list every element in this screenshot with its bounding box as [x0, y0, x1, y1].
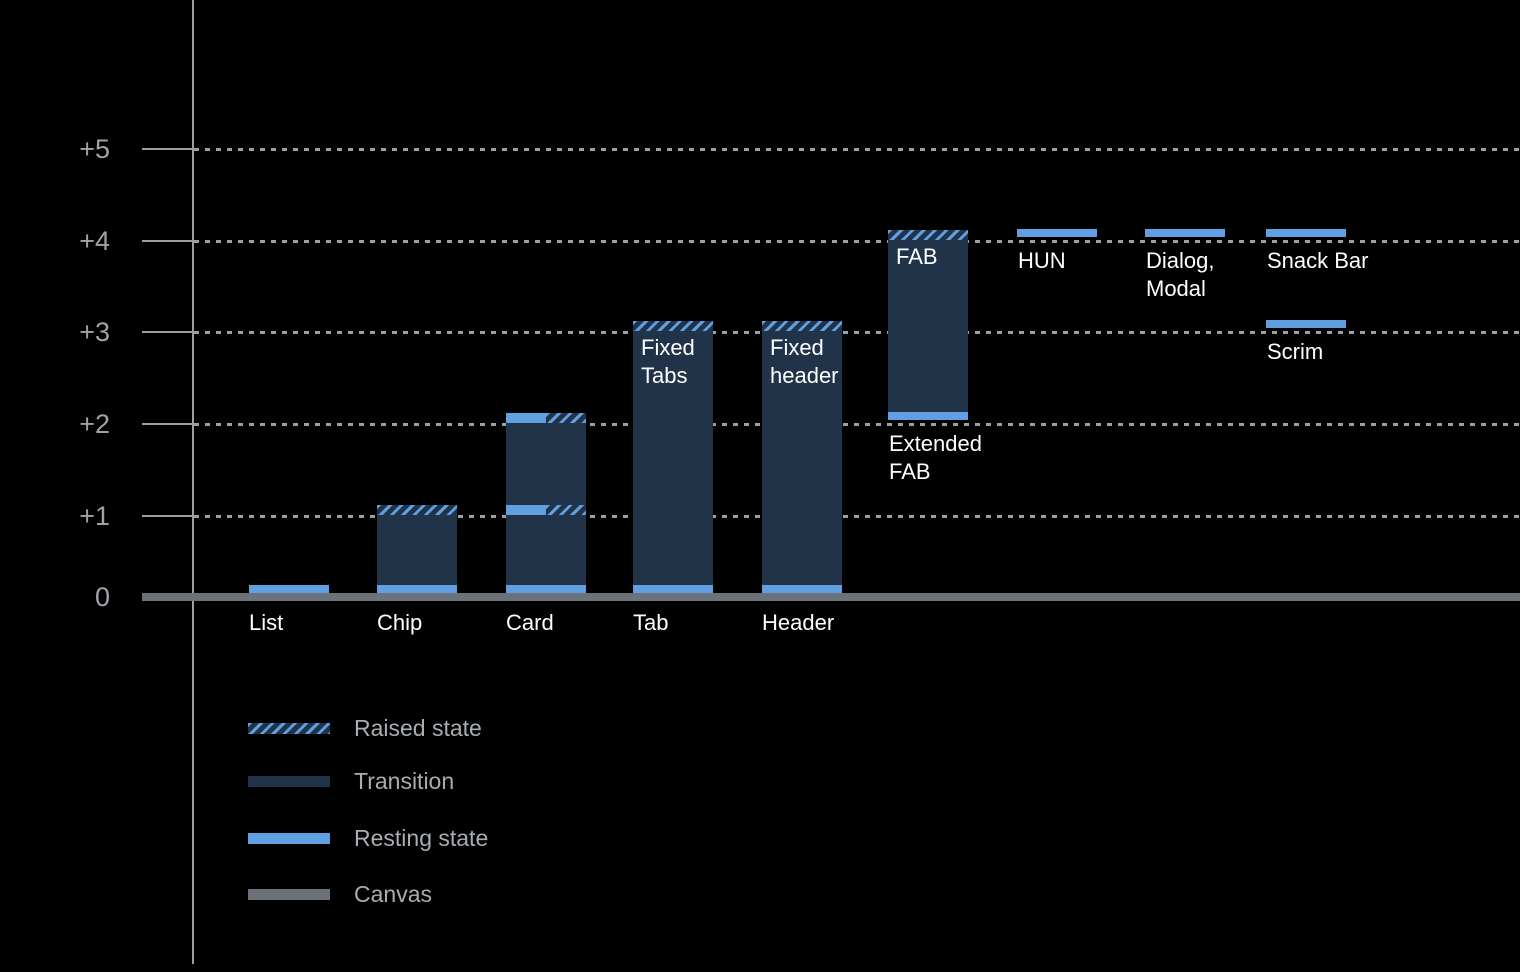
legend-item-canvas: Canvas: [248, 880, 432, 908]
bar-fab-raised-state: [888, 230, 968, 240]
y-axis-label-+1: +1: [79, 501, 110, 531]
y-tick-+1: [142, 515, 192, 517]
gridline-+2: [194, 423, 1520, 426]
bar-card-raised-half: [546, 413, 586, 423]
legend-swatch-canvas-icon: [248, 888, 330, 900]
bar-fab-label: Extended FAB: [889, 431, 982, 484]
bar-scrim-resting-state: [1266, 320, 1346, 328]
y-tick-+2: [142, 423, 192, 425]
bar-fab-inner-label: FAB: [896, 244, 938, 269]
bar-header-resting-state: [762, 585, 842, 593]
canvas-baseline: [142, 593, 1520, 601]
bar-header-inner-label: Fixed header: [770, 335, 839, 388]
legend-label-raised-state: Raised state: [354, 715, 482, 741]
legend-swatch-raised-state-icon: [248, 722, 330, 734]
legend-item-resting-state: Resting state: [248, 824, 488, 852]
gridline-+5: [194, 148, 1520, 151]
bar-card-resting-half: [506, 505, 546, 515]
y-axis-label-+3: +3: [79, 317, 110, 347]
bar-tab-inner-label: Fixed Tabs: [641, 335, 695, 388]
bar-tab-transition: [633, 321, 713, 593]
y-axis-label-+5: +5: [79, 134, 110, 164]
bar-chip-transition: [377, 505, 457, 593]
bar-card-resting-half: [506, 413, 546, 423]
legend-item-raised-state: Raised state: [248, 714, 482, 742]
bar-header-raised-state: [762, 321, 842, 331]
bar-fab-transition: [888, 230, 968, 420]
bar-chip-raised-state: [377, 505, 457, 515]
bar-tab-raised-state: [633, 321, 713, 331]
axis-label-tab: Tab: [633, 610, 669, 635]
legend-swatch-resting-state-icon: [248, 832, 330, 844]
bar-list-resting-state: [249, 585, 329, 593]
bar-snack-bar-label: Snack Bar: [1267, 248, 1369, 273]
y-axis-line: [192, 0, 194, 964]
legend-label-canvas: Canvas: [354, 881, 432, 907]
gridline-+3: [194, 331, 1520, 334]
legend-item-transition: Transition: [248, 767, 454, 795]
bar-card-transition: [506, 413, 586, 593]
legend-label-transition: Transition: [354, 768, 455, 794]
y-axis-label-0: 0: [94, 582, 110, 612]
bar-scrim-label: Scrim: [1267, 339, 1324, 364]
bar-dialog-modal-label: Dialog, Modal: [1146, 248, 1215, 301]
bar-tab-resting-state: [633, 585, 713, 593]
bar-dialog-modal-resting-state: [1145, 229, 1225, 237]
bar-header-transition: [762, 321, 842, 593]
y-tick-+4: [142, 240, 192, 242]
axis-label-card: Card: [506, 610, 554, 635]
bar-snack-bar-resting-state: [1266, 229, 1346, 237]
y-axis-label-+2: +2: [79, 409, 110, 439]
gridline-+4: [194, 240, 1520, 243]
y-axis-label-+4: +4: [79, 226, 110, 256]
axis-label-header: Header: [762, 610, 835, 635]
legend-label-resting-state: Resting state: [354, 825, 489, 851]
legend-swatch-transition-icon: [248, 775, 330, 787]
bar-card-raised-half: [546, 505, 586, 515]
bar-hun-label: HUN: [1018, 248, 1066, 273]
y-tick-+5: [142, 148, 192, 150]
axis-label-list: List: [249, 610, 284, 635]
y-tick-+3: [142, 331, 192, 333]
axis-label-chip: Chip: [377, 610, 423, 635]
bar-card-resting-state: [506, 585, 586, 593]
gridline-+1: [194, 515, 1520, 518]
bar-hun-resting-state: [1017, 229, 1097, 237]
bar-chip-resting-state: [377, 585, 457, 593]
bar-fab-resting-state: [888, 412, 968, 420]
